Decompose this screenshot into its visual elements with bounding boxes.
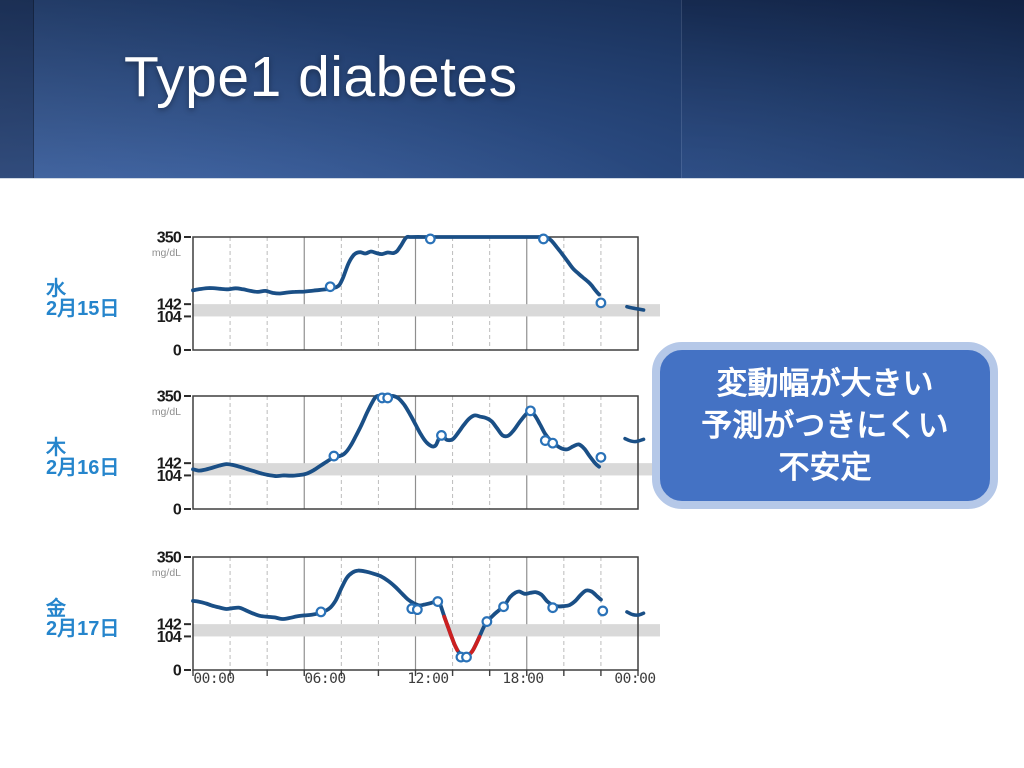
date-label: 2月15日	[46, 298, 120, 320]
weekday-label: 水	[46, 278, 66, 300]
y-axis-tick-label: 0	[173, 663, 182, 680]
x-axis-time-label: 12:00	[407, 671, 449, 687]
date-label: 2月17日	[46, 618, 120, 640]
glucose-reading-marker	[498, 601, 509, 613]
y-axis-unit-label: mg/dL	[152, 247, 181, 259]
weekday-label: 金	[46, 598, 66, 620]
glucose-reading-marker	[547, 437, 559, 449]
glucose-reading-marker	[432, 596, 444, 607]
plot-frame	[192, 395, 639, 510]
glucose-reading-marker	[595, 451, 607, 463]
x-axis-time-label: 00:00	[614, 671, 656, 687]
y-axis-tick-label: 0	[173, 502, 182, 519]
glucose-reading-marker	[328, 450, 340, 462]
weekday-label: 木	[46, 437, 66, 459]
glucose-reading-marker	[424, 233, 436, 245]
glucose-trace	[191, 234, 601, 297]
glucose-reading-marker	[382, 392, 394, 404]
glucose-reading-marker	[547, 602, 559, 614]
x-axis-time-label: 06:00	[304, 671, 346, 687]
glucose-reading-marker	[481, 616, 493, 627]
y-axis-tick-label: 104	[157, 309, 182, 326]
glucose-reading-marker	[461, 651, 472, 663]
glucose-reading-marker	[411, 604, 423, 616]
y-axis-unit-label: mg/dL	[152, 406, 181, 418]
glucose-reading-marker	[436, 429, 447, 441]
y-axis-unit-label: mg/dL	[152, 567, 181, 579]
header-right-panel-seam	[681, 0, 1024, 178]
y-axis-tick-label: 350	[157, 230, 182, 247]
x-axis-time-label: 18:00	[502, 671, 544, 687]
target-range-band	[193, 624, 660, 637]
header-left-panel-seam	[0, 0, 34, 178]
target-range-band	[193, 304, 660, 317]
glucose-trace	[191, 568, 603, 659]
callout-line-1: 変動幅が大きい	[716, 365, 934, 401]
y-axis-tick-label: 350	[157, 550, 182, 567]
callout-line-2: 予測がつきにくい	[701, 407, 949, 443]
y-axis-tick-label: 0	[173, 343, 182, 360]
day-label: 木 2月16日	[46, 438, 119, 478]
slide-title: Type1 diabetes	[124, 45, 518, 109]
hypoglycemia-segment	[466, 634, 482, 657]
glucose-reading-marker	[595, 297, 607, 309]
glucose-trace-tail	[623, 436, 646, 444]
y-axis-tick-label: 142	[157, 297, 182, 314]
glucose-trace-tail	[625, 304, 646, 312]
x-axis-time-label: 00:00	[193, 671, 235, 687]
y-axis-tick-label: 350	[157, 389, 182, 406]
glucose-reading-marker	[315, 606, 327, 618]
slide-header: Type1 diabetes	[0, 0, 1024, 179]
glucose-reading-marker	[525, 405, 536, 417]
day-label: 金 2月17日	[46, 599, 119, 639]
callout-box: 変動幅が大きい 予測がつきにくい 不安定	[652, 342, 998, 509]
callout-line-3: 不安定	[778, 449, 872, 485]
glucose-reading-marker	[538, 233, 549, 245]
glucose-reading-marker	[324, 281, 336, 293]
glucose-trace	[191, 393, 601, 478]
hypoglycemia-segment	[442, 614, 460, 652]
glucose-reading-marker	[597, 605, 609, 617]
day-label: 水 2月15日	[46, 279, 119, 319]
y-axis-tick-label: 104	[157, 468, 182, 485]
glucose-trace-tail	[625, 610, 646, 617]
y-axis-tick-label: 142	[157, 456, 182, 473]
y-axis-tick-label: 104	[157, 629, 182, 646]
date-label: 2月16日	[46, 457, 120, 479]
y-axis-tick-label: 142	[157, 617, 182, 634]
